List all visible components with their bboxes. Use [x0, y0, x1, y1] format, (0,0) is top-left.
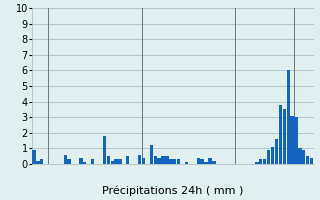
Bar: [83, 162, 86, 164]
Bar: [286, 70, 290, 164]
Bar: [294, 117, 298, 164]
Bar: [275, 139, 278, 164]
Bar: [68, 159, 71, 164]
Bar: [196, 158, 200, 164]
Bar: [79, 158, 83, 164]
Text: Précipitations 24h ( mm ): Précipitations 24h ( mm ): [102, 186, 244, 196]
Bar: [169, 159, 172, 164]
Bar: [204, 162, 208, 164]
Bar: [32, 150, 36, 164]
Bar: [154, 156, 157, 164]
Bar: [263, 159, 266, 164]
Bar: [118, 159, 122, 164]
Bar: [291, 116, 294, 164]
Bar: [126, 156, 130, 164]
Bar: [279, 105, 282, 164]
Bar: [259, 159, 262, 164]
Bar: [138, 155, 141, 164]
Bar: [40, 159, 44, 164]
Bar: [115, 159, 118, 164]
Bar: [103, 136, 106, 164]
Bar: [150, 145, 153, 164]
Bar: [142, 158, 145, 164]
Bar: [185, 162, 188, 164]
Bar: [161, 156, 165, 164]
Bar: [271, 147, 274, 164]
Bar: [110, 161, 114, 164]
Bar: [200, 159, 204, 164]
Bar: [255, 162, 259, 164]
Bar: [310, 158, 313, 164]
Bar: [298, 148, 301, 164]
Bar: [173, 159, 176, 164]
Bar: [64, 155, 67, 164]
Bar: [302, 150, 306, 164]
Bar: [177, 159, 180, 164]
Bar: [306, 156, 309, 164]
Bar: [91, 159, 94, 164]
Bar: [267, 150, 270, 164]
Bar: [157, 158, 161, 164]
Bar: [36, 161, 40, 164]
Bar: [107, 156, 110, 164]
Bar: [208, 158, 212, 164]
Bar: [283, 109, 286, 164]
Bar: [212, 161, 216, 164]
Bar: [165, 156, 169, 164]
